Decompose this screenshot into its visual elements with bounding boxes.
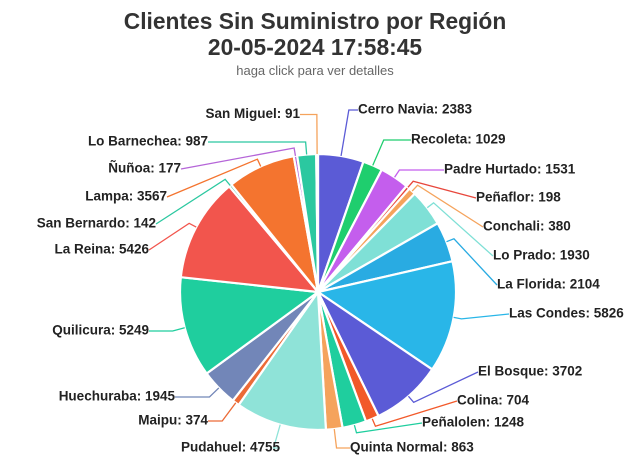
svg-text:Las Condes: 5826: Las Condes: 5826 [509,306,624,321]
svg-text:Recoleta: 1029: Recoleta: 1029 [411,132,506,147]
svg-text:Huechuraba: 1945: Huechuraba: 1945 [59,389,176,404]
svg-text:Peñaflor: 198: Peñaflor: 198 [476,190,561,205]
svg-text:San Miguel: 91: San Miguel: 91 [205,106,300,121]
svg-text:La Reina: 5426: La Reina: 5426 [54,242,149,257]
svg-text:Colina: 704: Colina: 704 [457,393,530,408]
svg-text:Cerro Navia: 2383: Cerro Navia: 2383 [358,102,473,117]
svg-text:Padre Hurtado: 1531: Padre Hurtado: 1531 [444,162,576,177]
svg-text:Maipu: 374: Maipu: 374 [138,413,208,428]
svg-text:Pudahuel: 4755: Pudahuel: 4755 [181,440,281,455]
svg-text:Quinta Normal: 863: Quinta Normal: 863 [350,440,474,455]
svg-text:Conchali: 380: Conchali: 380 [483,219,571,234]
svg-text:La Florida: 2104: La Florida: 2104 [497,277,600,292]
svg-text:Lo Barnechea: 987: Lo Barnechea: 987 [88,134,208,149]
svg-text:El Bosque: 3702: El Bosque: 3702 [478,364,582,379]
svg-text:Lo Prado: 1930: Lo Prado: 1930 [493,248,590,263]
svg-text:Lampa: 3567: Lampa: 3567 [85,189,167,204]
svg-text:Quilicura: 5249: Quilicura: 5249 [52,323,149,338]
svg-text:San Bernardo: 142: San Bernardo: 142 [37,216,156,231]
svg-text:Ñuñoa: 177: Ñuñoa: 177 [108,161,181,176]
svg-text:Peñalolen: 1248: Peñalolen: 1248 [422,415,525,430]
